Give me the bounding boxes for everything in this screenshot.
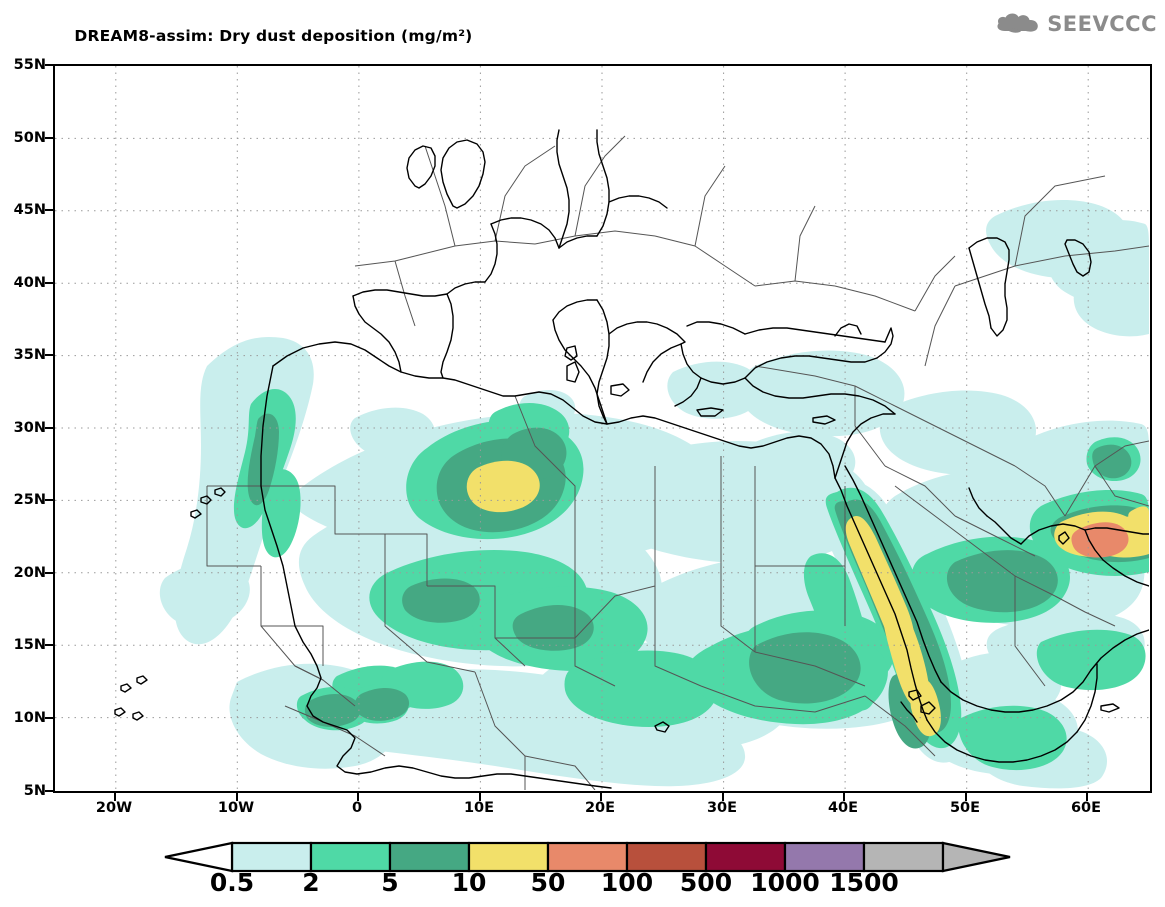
colorbar-tick-label: 5 xyxy=(381,868,399,897)
colorbar xyxy=(0,838,1165,878)
y-tick-label: 20N xyxy=(13,565,46,581)
x-tick-label: 10E xyxy=(463,800,495,816)
colorbar-band xyxy=(704,841,787,873)
colorbar-tick-labels: 0.5 2 5 10 50 100 500 1000 1500 xyxy=(0,868,1165,904)
x-tick-mark xyxy=(965,793,967,801)
colorbar-band xyxy=(467,841,550,873)
colorbar-tick-label: 10 xyxy=(451,868,487,897)
country-borders xyxy=(206,135,1149,790)
colorbar-tick-label: 0.5 xyxy=(209,868,255,897)
y-tick-mark xyxy=(45,499,53,501)
y-tick-mark xyxy=(45,137,53,139)
x-tick-mark xyxy=(479,793,481,801)
y-tick-mark xyxy=(45,64,53,66)
y-tick-label: 50N xyxy=(13,130,46,146)
y-tick-mark xyxy=(45,717,53,719)
x-tick-mark xyxy=(357,793,359,801)
y-tick-mark xyxy=(45,427,53,429)
y-tick-label: 10N xyxy=(13,710,46,726)
y-tick-label: 5N xyxy=(23,783,46,799)
colorbar-svg xyxy=(164,841,1011,873)
y-tick-mark xyxy=(45,790,53,792)
colorbar-band xyxy=(625,841,708,873)
colorbar-tick-label: 2 xyxy=(302,868,320,897)
colorbar-tick-label: 500 xyxy=(679,868,733,897)
cloud-icon xyxy=(997,13,1038,33)
y-tick-label: 35N xyxy=(13,347,46,363)
dust-contour-field xyxy=(159,200,1149,789)
x-tick-mark xyxy=(236,793,238,801)
y-tick-label: 25N xyxy=(13,492,46,508)
x-tick-mark xyxy=(600,793,602,801)
colorbar-tick-label: 100 xyxy=(600,868,654,897)
x-tick-label: 10W xyxy=(217,800,255,816)
y-tick-label: 30N xyxy=(13,420,46,436)
colorbar-band xyxy=(230,841,313,873)
y-tick-mark xyxy=(45,354,53,356)
y-tick-mark xyxy=(45,282,53,284)
x-tick-label: 60E xyxy=(1070,800,1102,816)
colorbar-over-arrow xyxy=(941,841,1011,873)
colorbar-band xyxy=(388,841,471,873)
x-tick-mark xyxy=(114,793,116,801)
x-tick-mark xyxy=(722,793,724,801)
y-tick-label: 15N xyxy=(13,637,46,653)
y-tick-label: 45N xyxy=(13,202,46,218)
x-tick-mark xyxy=(843,793,845,801)
x-tick-label: 50E xyxy=(949,800,981,816)
y-tick-mark xyxy=(45,209,53,211)
chart-title-line1: DREAM8-assim: Dry dust deposition (mg/m²… xyxy=(74,27,473,45)
map-plot-area xyxy=(53,64,1152,793)
coastlines xyxy=(114,129,1149,789)
colorbar-band xyxy=(862,841,945,873)
x-tick-label: 40E xyxy=(827,800,859,816)
colorbar-under-arrow xyxy=(164,841,234,873)
colorbar-band xyxy=(546,841,629,873)
x-tick-label: 20E xyxy=(584,800,616,816)
x-tick-mark xyxy=(1086,793,1088,801)
colorbar-tick-label: 50 xyxy=(530,868,566,897)
logo-text: SEEVCCC xyxy=(1047,12,1157,36)
colorbar-band xyxy=(309,841,392,873)
y-tick-label: 40N xyxy=(13,275,46,291)
seevccc-logo: SEEVCCC xyxy=(995,11,1157,37)
colorbar-tick-label: 1000 xyxy=(750,868,820,897)
y-tick-mark xyxy=(45,644,53,646)
y-tick-label: 55N xyxy=(13,57,46,73)
x-tick-label: 0 xyxy=(351,800,363,816)
colorbar-tick-label: 1500 xyxy=(829,868,899,897)
x-tick-label: 30E xyxy=(706,800,738,816)
y-tick-mark xyxy=(45,572,53,574)
colorbar-band xyxy=(783,841,866,873)
x-tick-label: 20W xyxy=(95,800,133,816)
map-gridlines xyxy=(55,66,1149,790)
